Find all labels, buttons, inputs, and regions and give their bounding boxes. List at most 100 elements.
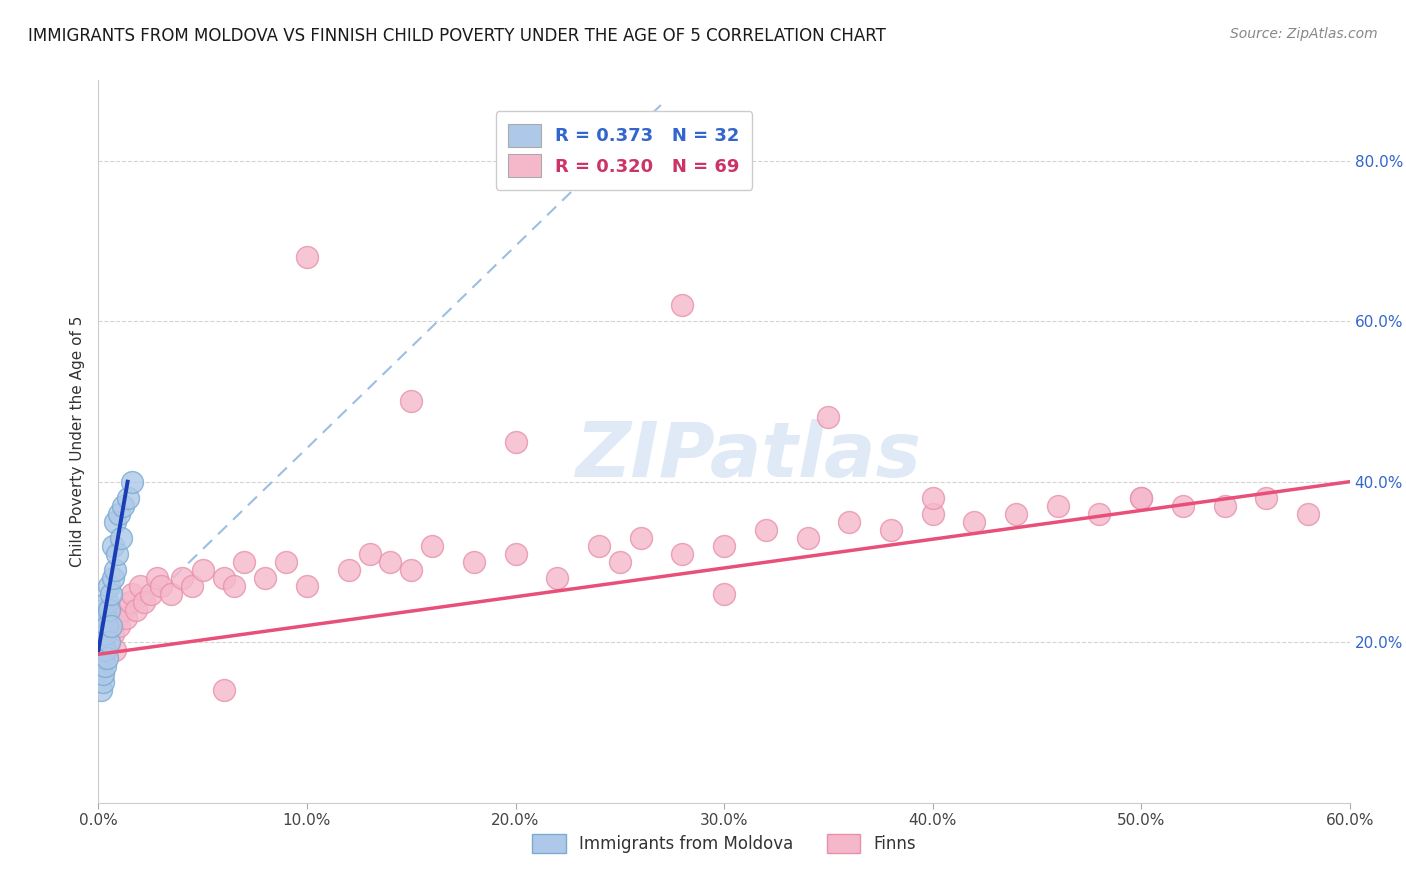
Point bbox=[91, 675, 114, 690]
Point bbox=[463, 555, 485, 569]
Point bbox=[170, 571, 193, 585]
Point bbox=[101, 627, 124, 641]
Point bbox=[89, 643, 111, 657]
Point bbox=[420, 539, 443, 553]
Point bbox=[401, 563, 423, 577]
Point bbox=[609, 555, 631, 569]
Point bbox=[105, 611, 128, 625]
Point bbox=[254, 571, 277, 585]
Point bbox=[121, 475, 143, 489]
Text: ZIPatlas: ZIPatlas bbox=[576, 419, 922, 493]
Point bbox=[97, 579, 120, 593]
Point bbox=[139, 587, 162, 601]
Point bbox=[1130, 491, 1153, 505]
Point bbox=[93, 643, 115, 657]
Point bbox=[93, 611, 115, 625]
Point bbox=[233, 555, 256, 569]
Point bbox=[1171, 499, 1194, 513]
Point bbox=[337, 563, 360, 577]
Point bbox=[91, 619, 114, 633]
Legend: Immigrants from Moldova, Finns: Immigrants from Moldova, Finns bbox=[526, 827, 922, 860]
Point bbox=[93, 627, 115, 641]
Point bbox=[91, 667, 114, 681]
Point bbox=[96, 595, 118, 609]
Point bbox=[91, 651, 114, 665]
Point bbox=[755, 523, 778, 537]
Point bbox=[91, 619, 114, 633]
Text: Source: ZipAtlas.com: Source: ZipAtlas.com bbox=[1230, 27, 1378, 41]
Point bbox=[97, 635, 120, 649]
Point bbox=[1088, 507, 1111, 521]
Point bbox=[1256, 491, 1278, 505]
Point bbox=[100, 619, 122, 633]
Point bbox=[713, 539, 735, 553]
Point bbox=[100, 619, 122, 633]
Point bbox=[101, 539, 124, 553]
Point bbox=[93, 611, 115, 625]
Point bbox=[222, 579, 245, 593]
Point bbox=[1213, 499, 1236, 513]
Point bbox=[505, 434, 527, 449]
Point bbox=[91, 635, 114, 649]
Point bbox=[101, 571, 124, 585]
Point bbox=[108, 619, 131, 633]
Point bbox=[295, 250, 318, 264]
Point bbox=[97, 603, 120, 617]
Point bbox=[181, 579, 204, 593]
Point bbox=[630, 531, 652, 545]
Point bbox=[117, 491, 139, 505]
Point bbox=[134, 595, 156, 609]
Point bbox=[713, 587, 735, 601]
Point bbox=[91, 603, 114, 617]
Point bbox=[118, 595, 141, 609]
Point bbox=[796, 531, 818, 545]
Point bbox=[108, 507, 131, 521]
Point bbox=[1296, 507, 1319, 521]
Point bbox=[110, 531, 132, 545]
Point bbox=[588, 539, 610, 553]
Point bbox=[838, 515, 860, 529]
Point bbox=[97, 635, 120, 649]
Point bbox=[97, 603, 120, 617]
Point bbox=[150, 579, 173, 593]
Point bbox=[125, 603, 148, 617]
Point bbox=[212, 683, 235, 698]
Point bbox=[921, 491, 943, 505]
Point bbox=[146, 571, 169, 585]
Point bbox=[104, 643, 127, 657]
Point bbox=[191, 563, 214, 577]
Point bbox=[671, 547, 693, 561]
Point bbox=[921, 507, 943, 521]
Point bbox=[89, 627, 111, 641]
Point bbox=[89, 659, 111, 673]
Y-axis label: Child Poverty Under the Age of 5: Child Poverty Under the Age of 5 bbox=[69, 316, 84, 567]
Point bbox=[963, 515, 986, 529]
Point bbox=[401, 394, 423, 409]
Point bbox=[112, 603, 135, 617]
Point bbox=[105, 547, 128, 561]
Point bbox=[295, 579, 318, 593]
Point bbox=[880, 523, 903, 537]
Point bbox=[671, 298, 693, 312]
Point bbox=[817, 410, 839, 425]
Point bbox=[100, 587, 122, 601]
Point bbox=[121, 587, 143, 601]
Point bbox=[1046, 499, 1069, 513]
Point bbox=[359, 547, 381, 561]
Point bbox=[93, 659, 115, 673]
Point bbox=[93, 643, 115, 657]
Point bbox=[1130, 491, 1153, 505]
Point bbox=[546, 571, 568, 585]
Point bbox=[129, 579, 152, 593]
Point bbox=[505, 547, 527, 561]
Point bbox=[96, 627, 118, 641]
Point bbox=[112, 499, 135, 513]
Point bbox=[96, 651, 118, 665]
Point bbox=[380, 555, 402, 569]
Point bbox=[91, 651, 114, 665]
Point bbox=[274, 555, 298, 569]
Point bbox=[89, 635, 111, 649]
Point bbox=[104, 515, 127, 529]
Point bbox=[104, 563, 127, 577]
Point bbox=[114, 611, 136, 625]
